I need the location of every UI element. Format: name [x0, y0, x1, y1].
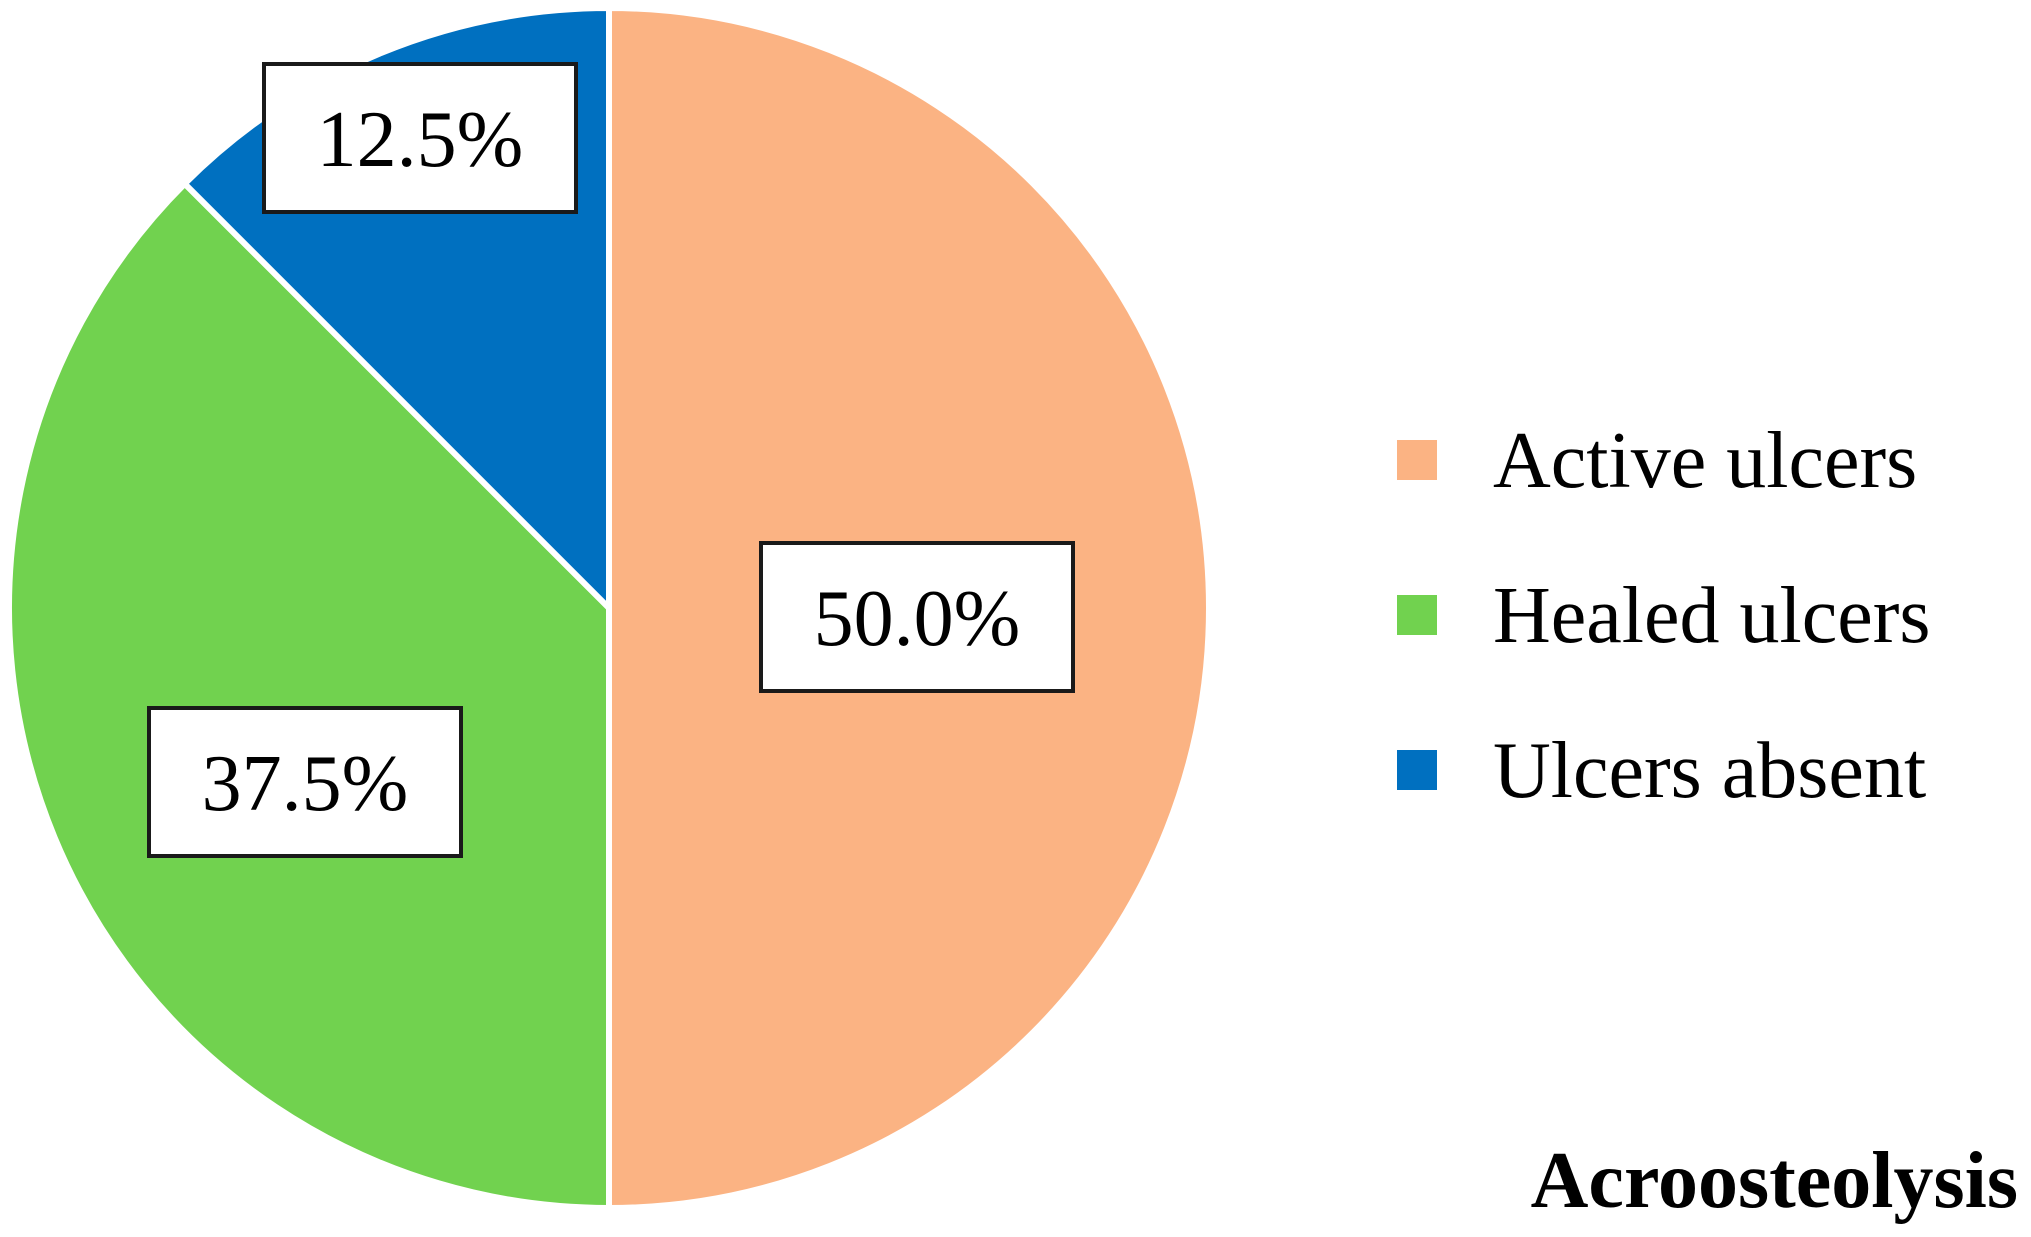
chart-caption: Acroosteolysis — [1531, 1137, 2018, 1225]
data-label-ulcers-absent: 12.5% — [262, 62, 578, 214]
legend: Active ulcers Healed ulcers Ulcers absent — [1397, 417, 1931, 815]
legend-item-active-ulcers: Active ulcers — [1397, 417, 1917, 505]
legend-item-ulcers-absent: Ulcers absent — [1397, 727, 1926, 815]
legend-swatch — [1397, 595, 1437, 635]
pie-slice-healed-ulcers — [6, 180, 612, 1211]
data-label-box — [262, 62, 578, 214]
legend-swatch — [1397, 750, 1437, 790]
legend-swatch — [1397, 440, 1437, 480]
data-label-active-ulcers: 50.0% — [759, 541, 1075, 693]
data-label-box — [147, 706, 463, 858]
data-label-box — [759, 541, 1075, 693]
data-label-text: 50.0% — [814, 575, 1021, 663]
data-label-healed-ulcers: 37.5% — [147, 706, 463, 858]
legend-label: Active ulcers — [1493, 417, 1917, 505]
legend-label: Healed ulcers — [1493, 572, 1931, 660]
legend-label: Ulcers absent — [1493, 727, 1926, 815]
legend-item-healed-ulcers: Healed ulcers — [1397, 572, 1931, 660]
data-label-text: 37.5% — [202, 740, 409, 828]
slice-labels: 50.0% 37.5% 12.5% — [147, 62, 1075, 858]
data-label-text: 12.5% — [317, 96, 524, 184]
